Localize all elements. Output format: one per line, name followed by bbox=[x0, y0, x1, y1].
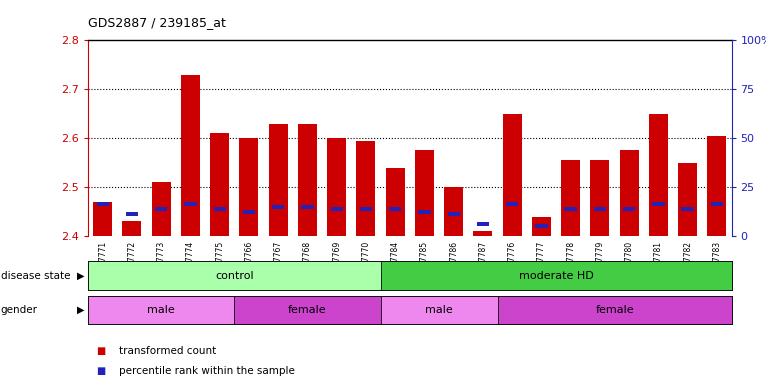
Bar bbox=[594, 207, 606, 211]
Text: female: female bbox=[288, 305, 327, 315]
Text: transformed count: transformed count bbox=[119, 346, 216, 356]
Bar bbox=[93, 202, 112, 236]
Bar bbox=[327, 138, 346, 236]
Bar bbox=[155, 207, 168, 211]
Bar bbox=[330, 207, 343, 211]
Bar bbox=[126, 212, 138, 216]
Bar bbox=[506, 202, 519, 206]
Bar bbox=[381, 296, 498, 324]
Bar bbox=[565, 207, 577, 211]
Bar bbox=[532, 217, 551, 236]
Bar bbox=[415, 151, 434, 236]
Bar bbox=[620, 151, 639, 236]
Bar bbox=[214, 207, 226, 211]
Bar bbox=[152, 182, 171, 236]
Bar bbox=[682, 207, 694, 211]
Text: GDS2887 / 239185_at: GDS2887 / 239185_at bbox=[88, 16, 226, 29]
Bar bbox=[678, 163, 697, 236]
Bar bbox=[381, 261, 732, 290]
Bar bbox=[708, 136, 726, 236]
Bar bbox=[272, 205, 284, 209]
Text: moderate HD: moderate HD bbox=[519, 270, 594, 281]
Bar bbox=[185, 202, 197, 206]
Bar bbox=[476, 222, 489, 226]
Bar bbox=[360, 207, 372, 211]
Bar bbox=[535, 224, 548, 228]
Bar bbox=[301, 205, 313, 209]
Bar bbox=[234, 296, 381, 324]
Text: ■: ■ bbox=[96, 366, 105, 376]
Text: ▶: ▶ bbox=[77, 270, 84, 281]
Bar bbox=[181, 74, 200, 236]
Text: percentile rank within the sample: percentile rank within the sample bbox=[119, 366, 295, 376]
Text: ▶: ▶ bbox=[77, 305, 84, 315]
Bar bbox=[418, 210, 430, 214]
Bar bbox=[386, 168, 404, 236]
Text: male: male bbox=[147, 305, 175, 315]
Bar bbox=[591, 160, 610, 236]
Bar bbox=[498, 296, 732, 324]
Bar bbox=[561, 160, 580, 236]
Bar bbox=[623, 207, 635, 211]
Bar bbox=[243, 210, 255, 214]
Text: male: male bbox=[425, 305, 453, 315]
Bar bbox=[652, 202, 665, 206]
Bar bbox=[123, 222, 142, 236]
Bar bbox=[711, 202, 723, 206]
Bar bbox=[649, 114, 668, 236]
Text: ■: ■ bbox=[96, 346, 105, 356]
Text: female: female bbox=[595, 305, 633, 315]
Bar bbox=[240, 138, 258, 236]
Bar bbox=[269, 124, 288, 236]
Bar bbox=[447, 212, 460, 216]
Text: control: control bbox=[215, 270, 254, 281]
Bar bbox=[210, 133, 229, 236]
Bar bbox=[97, 202, 109, 206]
Text: disease state: disease state bbox=[1, 270, 70, 281]
Bar bbox=[473, 231, 493, 236]
Bar bbox=[88, 296, 234, 324]
Bar bbox=[502, 114, 522, 236]
Bar bbox=[88, 261, 381, 290]
Text: gender: gender bbox=[1, 305, 38, 315]
Bar bbox=[298, 124, 317, 236]
Bar bbox=[356, 141, 375, 236]
Bar bbox=[389, 207, 401, 211]
Bar bbox=[444, 187, 463, 236]
